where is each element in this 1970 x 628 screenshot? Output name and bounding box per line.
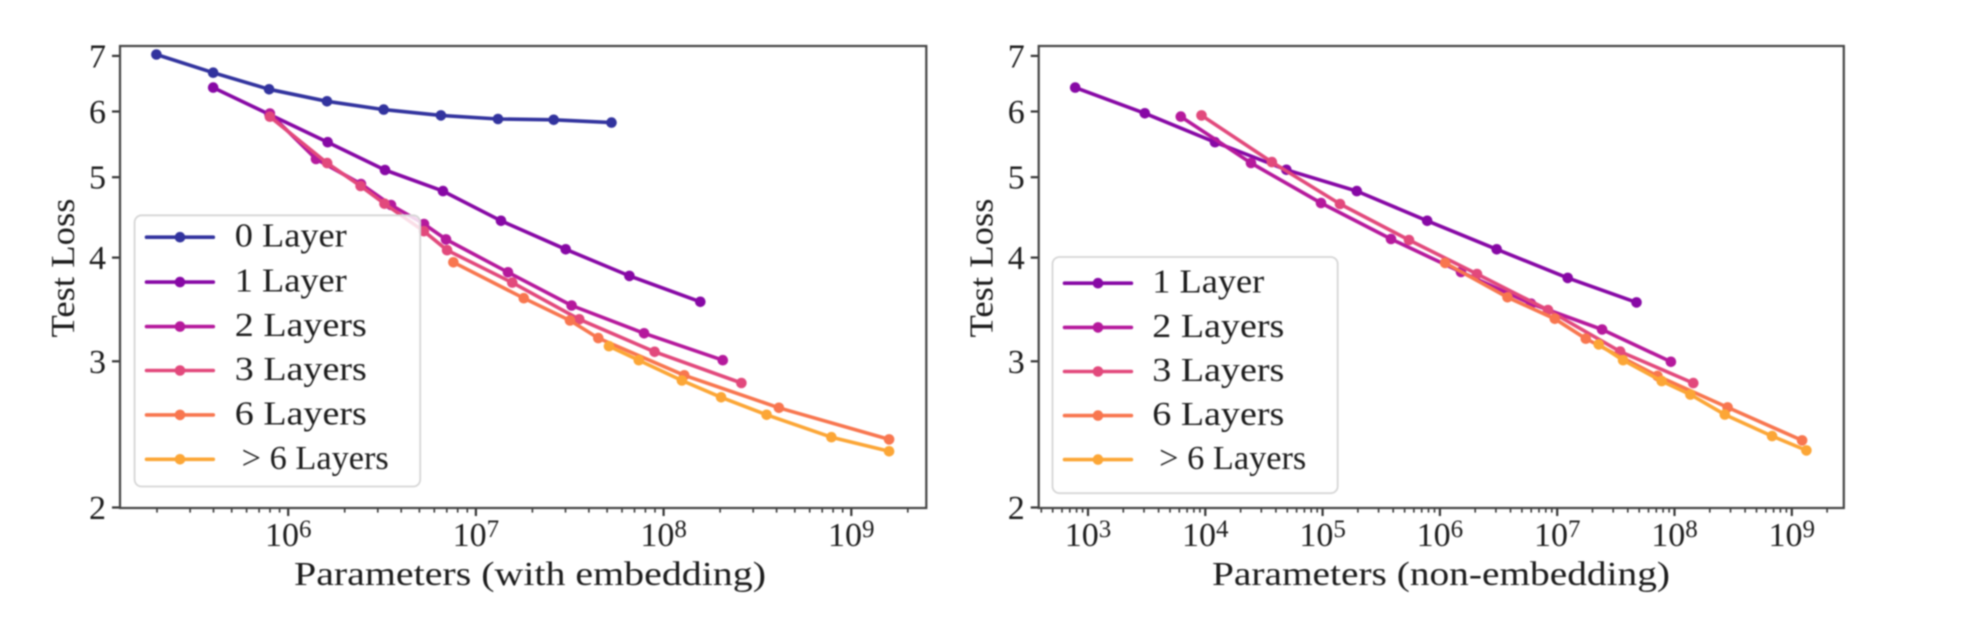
svg-text:1 Layer: 1 Layer (235, 263, 348, 300)
svg-text:4: 4 (89, 240, 106, 277)
svg-text:Test Loss: Test Loss (964, 198, 1001, 337)
svg-text:Test Loss: Test Loss (45, 199, 82, 338)
svg-text:1 Layer: 1 Layer (1152, 264, 1265, 301)
svg-text:2 Layers: 2 Layers (235, 307, 367, 344)
svg-text:5: 5 (89, 160, 106, 197)
svg-text:6 Layers: 6 Layers (235, 395, 367, 432)
svg-text:3: 3 (89, 344, 106, 381)
svg-text:2: 2 (1008, 490, 1025, 527)
svg-text:6: 6 (1008, 94, 1025, 131)
svg-text:7: 7 (89, 38, 106, 75)
svg-text:4: 4 (1008, 240, 1025, 277)
svg-text:6: 6 (89, 94, 106, 131)
svg-text:105: 105 (1299, 516, 1346, 554)
svg-text:3 Layers: 3 Layers (235, 351, 367, 388)
svg-text:6 Layers: 6 Layers (1152, 396, 1284, 433)
svg-text:0 Layer: 0 Layer (235, 218, 348, 255)
svg-text:5: 5 (1008, 160, 1025, 197)
svg-text:7: 7 (1008, 38, 1025, 75)
svg-text:3: 3 (1008, 344, 1025, 381)
svg-text:Parameters (with embedding): Parameters (with embedding) (294, 556, 766, 593)
svg-text:3 Layers: 3 Layers (1152, 352, 1284, 389)
svg-text:2: 2 (89, 490, 106, 527)
svg-text:> 6 Layers: > 6 Layers (1152, 440, 1306, 477)
svg-text:> 6 Layers: > 6 Layers (235, 440, 389, 477)
svg-text:103: 103 (1065, 516, 1112, 554)
svg-text:2 Layers: 2 Layers (1152, 308, 1284, 345)
svg-text:109: 109 (1769, 516, 1816, 554)
svg-text:Parameters (non-embedding): Parameters (non-embedding) (1212, 556, 1670, 593)
